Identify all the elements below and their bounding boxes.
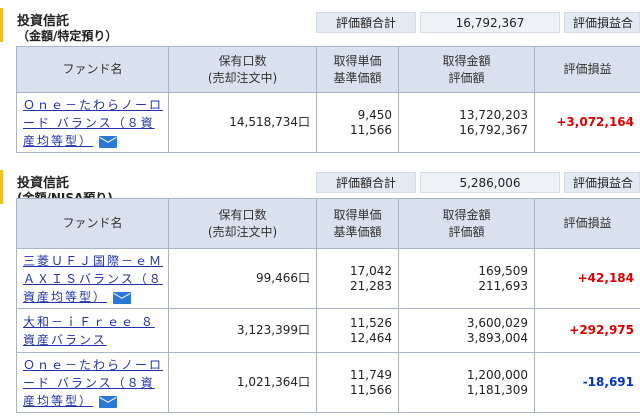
fund-name-link[interactable]: Ｏｎｅ－たわらノーロード バランス（８資産均等型） — [23, 98, 164, 148]
cost-cell: 11,526 12,464 — [316, 308, 399, 353]
valuation-amount: 1,181,309 — [466, 382, 528, 397]
section-title-text: 投資信託 — [17, 176, 70, 191]
pl-cell: -18,691 — [534, 352, 640, 413]
acquisition-amount: 169,509 — [478, 263, 528, 278]
fund-name-cell: Ｏｎｅ－たわらノーロード バランス（８資産均等型） — [16, 352, 169, 413]
fund-name-cell: 大和－ｉＦｒｅｅ ８資産バランス — [16, 308, 169, 353]
acquisition-unit-price: 17,042 — [350, 263, 392, 278]
header-pl: 評価損益 — [534, 46, 640, 93]
pl-cell: +3,072,164 — [534, 92, 640, 153]
acquisition-amount: 1,200,000 — [466, 367, 528, 382]
eval-pl-label: 評価損益合 — [564, 172, 640, 193]
valuation-amount: 16,792,367 — [459, 122, 528, 137]
amount-cell: 3,600,029 3,893,004 — [398, 308, 535, 353]
eval-total-label: 評価額合計 — [316, 12, 416, 33]
amount-cell: 169,509 211,693 — [398, 248, 535, 309]
units-cell: 3,123,399口 — [168, 308, 317, 353]
header-fund-name: ファンド名 — [16, 46, 169, 93]
base-price: 21,283 — [350, 278, 392, 293]
header-units: 保有口数 (売却注文中) — [168, 198, 317, 249]
header-units: 保有口数 (売却注文中) — [168, 46, 317, 93]
units-cell: 1,021,364口 — [168, 352, 317, 413]
table-row: Ｏｎｅ－たわらノーロード バランス（８資産均等型） 14,518,734口 9,… — [16, 92, 640, 153]
valuation-amount: 3,893,004 — [466, 330, 528, 345]
mail-icon[interactable] — [99, 395, 118, 408]
fund-name-link[interactable]: 大和－ｉＦｒｅｅ ８資産バランス — [23, 315, 155, 347]
table-header-row: ファンド名 保有口数 (売却注文中) 取得単価 基準価額 取得金額 評価額 評価… — [16, 198, 640, 249]
base-price: 12,464 — [350, 330, 392, 345]
fund-name-cell: Ｏｎｅ－たわらノーロード バランス（８資産均等型） — [16, 92, 169, 153]
units-cell: 99,466口 — [168, 248, 317, 309]
base-price: 11,566 — [350, 382, 392, 397]
fund-name-cell: 三菱ＵＦＪ国際－ｅＭＡＸＩＳバランス（８資産均等型） — [16, 248, 169, 309]
pl-cell: +42,184 — [534, 248, 640, 309]
cost-cell: 9,450 11,566 — [316, 92, 399, 153]
holdings-table: ファンド名 保有口数 (売却注文中) 取得単価 基準価額 取得金額 評価額 評価… — [16, 198, 640, 413]
table-header-row: ファンド名 保有口数 (売却注文中) 取得単価 基準価額 取得金額 評価額 評価… — [16, 46, 640, 93]
section-subtitle: （金額/特定預り） — [17, 29, 118, 43]
valuation-amount: 211,693 — [478, 278, 528, 293]
mail-icon[interactable] — [99, 135, 118, 148]
section-nisa-account: 投資信託 (金額/NISA預り) 評価額合計 5,286,006 評価損益合 フ… — [0, 166, 640, 420]
acquisition-amount: 3,600,029 — [466, 315, 528, 330]
table-row: 三菱ＵＦＪ国際－ｅＭＡＸＩＳバランス（８資産均等型） 99,466口 17,04… — [16, 248, 640, 309]
acquisition-unit-price: 11,526 — [350, 315, 392, 330]
pl-cell: +292,975 — [534, 308, 640, 353]
amount-cell: 1,200,000 1,181,309 — [398, 352, 535, 413]
header-pl: 評価損益 — [534, 198, 640, 249]
section-specific-account: 投資信託 （金額/特定預り） 評価額合計 16,792,367 評価損益合 ファ… — [0, 4, 640, 154]
fund-name-link[interactable]: 三菱ＵＦＪ国際－ｅＭＡＸＩＳバランス（８資産均等型） — [23, 254, 164, 304]
mail-icon[interactable] — [113, 291, 132, 304]
table-row: 大和－ｉＦｒｅｅ ８資産バランス 3,123,399口 11,526 12,46… — [16, 308, 640, 353]
header-cost: 取得単価 基準価額 — [316, 46, 399, 93]
cost-cell: 11,749 11,566 — [316, 352, 399, 413]
header-amount: 取得金額 評価額 — [398, 198, 535, 249]
acquisition-unit-price: 9,450 — [357, 107, 392, 122]
section-title-text: 投資信託 — [17, 14, 70, 29]
cost-cell: 17,042 21,283 — [316, 248, 399, 309]
table-row: Ｏｎｅ－たわらノーロード バランス（８資産均等型） 1,021,364口 11,… — [16, 352, 640, 413]
eval-pl-label: 評価損益合 — [564, 12, 640, 33]
amount-cell: 13,720,203 16,792,367 — [398, 92, 535, 153]
eval-total-label: 評価額合計 — [316, 172, 416, 193]
units-cell: 14,518,734口 — [168, 92, 317, 153]
acquisition-amount: 13,720,203 — [459, 107, 528, 122]
eval-total-value: 16,792,367 — [420, 12, 560, 33]
eval-total-value: 5,286,006 — [420, 172, 560, 193]
header-amount: 取得金額 評価額 — [398, 46, 535, 93]
section-title: 投資信託 （金額/特定預り） — [0, 8, 183, 43]
header-cost: 取得単価 基準価額 — [316, 198, 399, 249]
base-price: 11,566 — [350, 122, 392, 137]
acquisition-unit-price: 11,749 — [350, 367, 392, 382]
holdings-table: ファンド名 保有口数 (売却注文中) 取得単価 基準価額 取得金額 評価額 評価… — [16, 46, 640, 153]
header-fund-name: ファンド名 — [16, 198, 169, 249]
fund-name-link[interactable]: Ｏｎｅ－たわらノーロード バランス（８資産均等型） — [23, 358, 164, 408]
